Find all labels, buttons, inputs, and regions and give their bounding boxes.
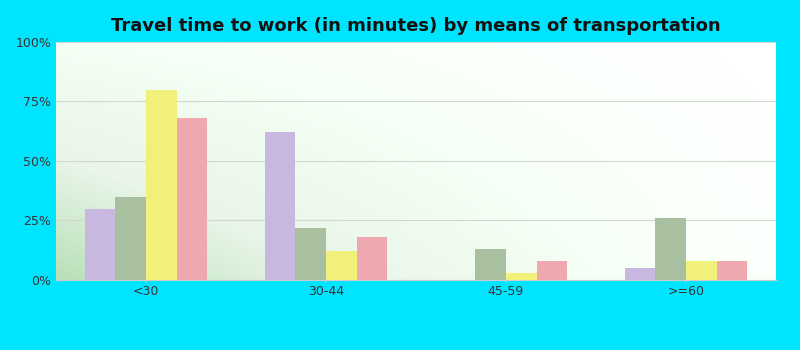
- Title: Travel time to work (in minutes) by means of transportation: Travel time to work (in minutes) by mean…: [111, 17, 721, 35]
- Bar: [177, 118, 207, 280]
- Bar: [686, 261, 717, 280]
- Bar: [357, 237, 387, 280]
- Bar: [265, 132, 295, 280]
- Bar: [326, 251, 357, 280]
- Bar: [717, 261, 747, 280]
- Bar: [625, 268, 655, 280]
- Bar: [475, 249, 506, 280]
- Bar: [655, 218, 686, 280]
- Bar: [146, 90, 177, 280]
- Bar: [537, 261, 567, 280]
- Bar: [85, 209, 115, 280]
- Bar: [506, 273, 537, 280]
- Bar: [295, 228, 326, 280]
- Bar: [115, 197, 146, 280]
